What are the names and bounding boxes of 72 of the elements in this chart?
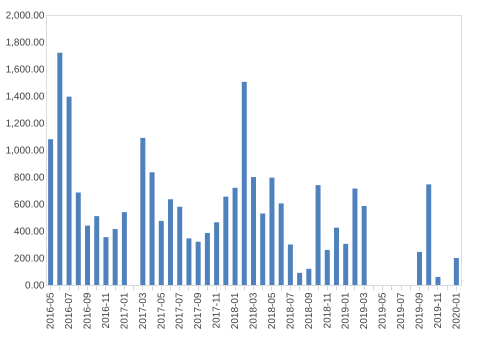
x-tick-label: 2018-09	[304, 292, 315, 330]
x-tick-label: 2019-07	[396, 292, 408, 330]
bar	[150, 172, 155, 285]
bar	[48, 139, 54, 285]
x-tick-label: 2016-11	[100, 292, 112, 328]
bar	[94, 216, 100, 285]
bar	[251, 177, 256, 285]
bar	[232, 188, 238, 285]
bar	[76, 192, 81, 285]
bar	[454, 258, 459, 285]
x-tick-label: 2018-03	[248, 292, 260, 330]
x-tick-label: 2018-07	[285, 292, 296, 330]
x-tick-label: 2017-09	[193, 292, 204, 330]
bar	[214, 222, 220, 285]
y-tick-label: 2,000.00	[6, 10, 45, 22]
x-tick-label: 2020-01	[451, 292, 462, 330]
bar	[278, 203, 284, 285]
bar	[269, 178, 274, 285]
x-tick-label: 2017-07	[174, 292, 186, 330]
bar	[260, 213, 266, 285]
bar	[417, 252, 422, 285]
y-tick-label: 1,600.00	[6, 64, 45, 76]
bar	[435, 276, 440, 285]
bar	[334, 228, 339, 285]
bar	[223, 196, 228, 285]
bar	[112, 228, 118, 285]
bar	[362, 206, 367, 285]
y-tick-label: 1,400.00	[6, 92, 45, 102]
bar	[426, 184, 432, 285]
bar	[242, 82, 247, 285]
bar	[103, 237, 108, 285]
bar	[57, 52, 62, 285]
bar	[343, 244, 348, 285]
x-tick-label: 2019-01	[340, 292, 352, 330]
x-tick-label: 2017-03	[138, 292, 149, 330]
bar	[316, 185, 321, 285]
bar	[66, 96, 72, 285]
y-tick-label: 600.00	[14, 200, 45, 210]
bar	[140, 138, 146, 285]
bar	[306, 268, 312, 285]
y-tick-label: 1,000.00	[6, 146, 45, 156]
x-tick-label: 2016-07	[64, 292, 76, 330]
y-tick-label: 400.00	[14, 226, 45, 238]
bar	[85, 226, 90, 285]
bar	[324, 250, 330, 285]
y-tick-label: 0.00	[25, 280, 45, 292]
y-tick-label: 800.00	[14, 172, 45, 184]
x-tick-label: 2017-05	[156, 292, 168, 330]
x-tick-label: 2019-03	[359, 292, 370, 330]
bar	[352, 188, 358, 285]
bar	[122, 212, 127, 285]
bar	[288, 244, 293, 285]
x-tick-label: 2018-11	[322, 292, 334, 328]
x-tick-label: 2017-11	[212, 292, 223, 328]
bar	[168, 199, 173, 285]
bar	[158, 220, 164, 285]
x-tick-label: 2019-09	[414, 292, 426, 330]
x-tick-label: 2017-01	[119, 292, 130, 330]
bar	[177, 206, 182, 285]
bar	[297, 272, 302, 285]
x-tick-label: 2016-05	[46, 292, 57, 330]
bar	[196, 242, 201, 285]
x-tick-label: 2018-05	[266, 292, 278, 330]
x-tick-label: 2019-11	[432, 292, 444, 328]
x-tick-label: 2018-01	[230, 292, 242, 330]
y-tick-label: 1,800.00	[6, 38, 45, 48]
y-tick-label: 200.00	[14, 254, 45, 264]
bar	[186, 238, 192, 285]
x-tick-label: 2019-05	[378, 292, 389, 330]
x-tick-label: 2016-09	[82, 292, 94, 330]
y-tick-label: 1,200.00	[6, 118, 45, 130]
bar	[204, 233, 210, 285]
